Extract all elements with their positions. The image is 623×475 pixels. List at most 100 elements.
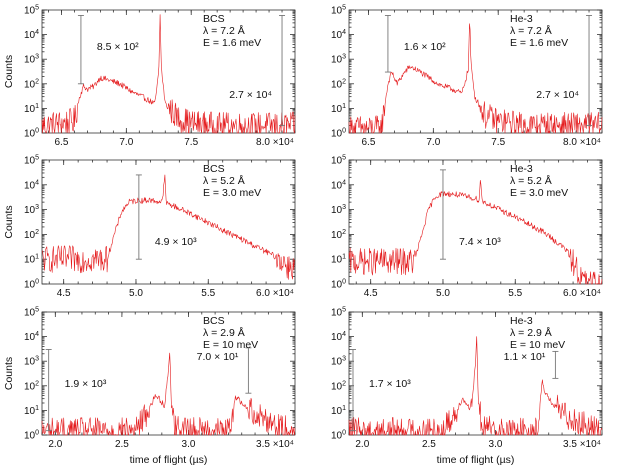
x-tick-label: 6.5 xyxy=(55,137,69,148)
annotation-label: 7.4 × 10³ xyxy=(459,236,501,248)
y-tick-label: 101 xyxy=(24,103,39,115)
plot-frame xyxy=(41,311,296,436)
y-tick-label: 103 xyxy=(331,54,346,66)
y-tick-label: 100 xyxy=(24,279,39,291)
y-tick-label: 105 xyxy=(331,307,346,319)
x-multiplier-label: 8.0 ×10⁴ xyxy=(256,137,294,148)
legend-line: E = 1.6 meV xyxy=(203,37,261,49)
y-tick-label: 103 xyxy=(24,356,39,368)
panel-3-bcs: 100 101 102 103 104 105 4.5 5.0 5.5 6.0 ×10⁴ 4.9 ×… xyxy=(3,155,296,299)
annotation-label: 1.6 × 10² xyxy=(404,41,446,53)
legend-line: E = 3.0 meV xyxy=(510,187,568,199)
y-tick-label: 103 xyxy=(24,54,39,66)
y-tick-label: 105 xyxy=(24,307,39,319)
series-trace xyxy=(41,14,296,134)
legend-line: BCS xyxy=(203,13,225,25)
legend-line: BCS xyxy=(203,163,225,175)
legend-line: BCS xyxy=(203,315,225,327)
x-tick-label: 2.0 xyxy=(355,439,369,450)
legend-line: He-3 xyxy=(510,13,533,25)
plot-frame xyxy=(41,159,296,285)
x-tick-label: 7.5 xyxy=(184,137,198,148)
x-tick-label: 3.0 xyxy=(182,439,196,450)
x-tick-label: 5.5 xyxy=(201,288,215,299)
series-trace xyxy=(348,180,603,285)
legend-line: E = 10 meV xyxy=(510,339,565,351)
annotation-label: 1.9 × 10³ xyxy=(65,378,107,390)
series-trace xyxy=(41,174,296,280)
y-tick-label: 104 xyxy=(24,331,39,343)
legend-line: E = 1.6 meV xyxy=(510,37,568,49)
legend-line: λ = 7.2 Å xyxy=(203,24,245,37)
y-tick-label: 105 xyxy=(331,5,346,17)
y-tick-label: 100 xyxy=(331,128,346,140)
y-tick-label: 103 xyxy=(24,204,39,216)
annotation-label: 8.5 × 10² xyxy=(97,41,139,53)
x-tick-label: 2.5 xyxy=(115,439,129,450)
y-tick-label: 102 xyxy=(331,78,346,90)
x-multiplier-label: 6.0 ×10⁴ xyxy=(563,288,601,299)
panel-6-he3: 100 101 102 103 104 105 2.0 2.5 3.0 3.5 ×10⁴ 1.7 ×… xyxy=(331,307,603,466)
legend-line: He-3 xyxy=(510,315,533,327)
x-axis-label: time of flight (µs) xyxy=(437,454,515,466)
legend-line: He-3 xyxy=(510,163,533,175)
x-multiplier-label: 3.5 ×10⁴ xyxy=(563,439,601,450)
y-tick-label: 103 xyxy=(331,356,346,368)
legend-line: λ = 2.9 Å xyxy=(203,326,245,339)
x-tick-label: 4.5 xyxy=(57,288,71,299)
x-tick-label: 6.5 xyxy=(362,137,376,148)
x-tick-label: 5.5 xyxy=(508,288,522,299)
x-tick-label: 7.0 xyxy=(119,137,133,148)
plot-frame xyxy=(41,9,296,134)
legend-line: λ = 2.9 Å xyxy=(510,326,552,339)
y-tick-label: 100 xyxy=(24,128,39,140)
y-axis-label: Counts xyxy=(3,55,15,88)
panel-2-he3: 100 101 102 103 104 105 6.5 7.0 7.5 8.0 ×10⁴ 1.6 ×… xyxy=(331,5,603,148)
y-axis-label: Counts xyxy=(3,205,15,238)
series-trace xyxy=(41,352,296,436)
y-tick-label: 105 xyxy=(24,5,39,17)
x-multiplier-label: 8.0 ×10⁴ xyxy=(563,137,601,148)
plot-frame xyxy=(348,311,603,436)
x-axis-label: time of flight (µs) xyxy=(130,454,208,466)
y-tick-label: 101 xyxy=(331,103,346,115)
panel-4-he3: 100 101 102 103 104 105 4.5 5.0 5.5 6.0 ×10⁴ 7.4 ×… xyxy=(331,155,603,299)
y-tick-label: 102 xyxy=(24,78,39,90)
annotation-label: 4.9 × 10³ xyxy=(155,236,197,248)
y-tick-label: 101 xyxy=(331,405,346,417)
y-tick-label: 104 xyxy=(331,29,346,41)
y-tick-label: 102 xyxy=(24,380,39,392)
y-tick-label: 102 xyxy=(331,229,346,241)
y-tick-label: 104 xyxy=(331,179,346,191)
x-tick-label: 2.5 xyxy=(422,439,436,450)
annotation-label: 1.7 × 10³ xyxy=(369,378,411,390)
x-tick-label: 5.0 xyxy=(129,288,143,299)
y-axis-label: Counts xyxy=(3,357,15,390)
x-tick-label: 7.5 xyxy=(491,137,505,148)
x-tick-label: 7.0 xyxy=(426,137,440,148)
panel-1-bcs: 100 101 102 103 104 105 6.5 7.0 7.5 8.0 ×10⁴ 8.5 ×… xyxy=(3,5,296,148)
annotation-label: 1.1 × 10¹ xyxy=(504,351,546,363)
x-multiplier-label: 3.5 ×10⁴ xyxy=(256,439,294,450)
y-tick-label: 102 xyxy=(331,380,346,392)
annotation-label: 2.7 × 10⁴ xyxy=(229,89,272,101)
x-multiplier-label: 6.0 ×10⁴ xyxy=(256,288,294,299)
y-tick-label: 105 xyxy=(331,155,346,167)
plot-frame xyxy=(348,9,603,134)
y-tick-label: 101 xyxy=(24,405,39,417)
y-tick-label: 100 xyxy=(331,430,346,442)
legend-line: E = 10 meV xyxy=(203,339,258,351)
y-tick-label: 100 xyxy=(24,430,39,442)
series-trace xyxy=(348,23,603,134)
y-tick-label: 102 xyxy=(24,229,39,241)
y-tick-label: 104 xyxy=(24,29,39,41)
x-tick-label: 3.0 xyxy=(489,439,503,450)
y-tick-label: 104 xyxy=(331,331,346,343)
y-tick-label: 101 xyxy=(331,254,346,266)
x-tick-label: 2.0 xyxy=(48,439,62,450)
y-tick-label: 101 xyxy=(24,254,39,266)
legend-line: λ = 5.2 Å xyxy=(203,174,245,187)
legend-line: E = 3.0 meV xyxy=(203,187,261,199)
y-tick-label: 105 xyxy=(24,155,39,167)
